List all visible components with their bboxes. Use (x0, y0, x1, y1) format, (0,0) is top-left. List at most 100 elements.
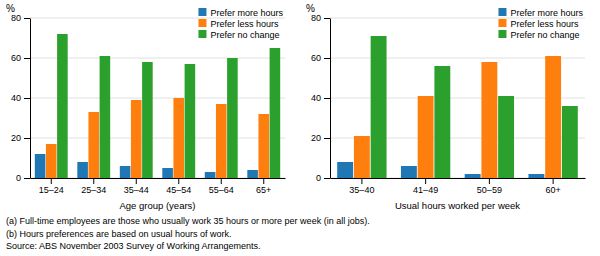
legend-label: Prefer more hours (510, 8, 583, 18)
x-axis-line (331, 178, 586, 179)
bar (465, 174, 481, 178)
bar (185, 64, 196, 178)
bar (371, 36, 387, 178)
bar (142, 62, 153, 178)
y-tick-mark (324, 138, 330, 139)
figure: 15–2425–3435–4445–5455–6465+020406080Age… (0, 0, 600, 256)
bar (562, 106, 578, 178)
bar (528, 174, 544, 178)
y-tick-label: 0 (316, 173, 321, 183)
y-tick: 80 (311, 13, 330, 23)
y-tick-label: 60 (11, 53, 21, 63)
bars (35, 34, 280, 178)
bar (57, 34, 68, 178)
legend-item: Prefer no change (498, 30, 579, 40)
legend-label: Prefer more hours (210, 8, 283, 18)
x-tick: 25–34 (81, 178, 106, 195)
grid-line (30, 58, 285, 59)
x-tick: 35–44 (124, 178, 149, 195)
legend-item: Prefer less hours (198, 19, 279, 29)
y-axis: 020406080 (311, 13, 331, 183)
legend-item: Prefer less hours (498, 19, 579, 29)
bar (270, 48, 281, 178)
x-tick: 55–64 (209, 178, 234, 195)
y-tick: 0 (16, 173, 30, 183)
legend-swatch (498, 30, 506, 38)
legend-swatch (198, 19, 206, 27)
legend-item: Prefer more hours (198, 8, 283, 18)
y-tick-mark (324, 98, 330, 99)
bar (35, 154, 46, 178)
x-tick-label: 15–24 (39, 185, 64, 195)
x-tick-mark (221, 178, 222, 184)
y-tick: 60 (311, 53, 330, 63)
note: (b) Hours preferences are based on usual… (6, 229, 232, 239)
x-tick-label: 45–54 (166, 185, 191, 195)
x-tick-mark (361, 178, 362, 184)
y-axis-title: % (306, 3, 315, 14)
legend-label: Prefer no change (510, 30, 579, 40)
y-tick: 20 (311, 133, 330, 143)
x-tick-mark (93, 178, 94, 184)
chart: 15–2425–3435–4445–5455–6465+020406080Age… (6, 3, 286, 211)
bar (227, 58, 238, 178)
x-tick-label: 35–40 (349, 185, 374, 195)
y-tick-label: 20 (11, 133, 21, 143)
x-tick-label: 60+ (545, 185, 560, 195)
bar (354, 136, 370, 178)
legend-swatch (198, 8, 206, 16)
bar-series (371, 36, 578, 178)
bar (337, 162, 353, 178)
y-tick-mark (324, 178, 330, 179)
x-axis: 15–24 25–34 35–44 45–54 55–64 65+ (31, 178, 286, 195)
y-tick: 80 (11, 13, 30, 23)
y-tick-label: 80 (11, 13, 21, 23)
legend-label: Prefer less hours (510, 19, 579, 29)
legend-item: Prefer no change (198, 30, 279, 40)
bar (434, 66, 450, 178)
x-tick: 35–40 (349, 178, 374, 195)
bar (401, 166, 417, 178)
y-tick-mark (324, 18, 330, 19)
bar (258, 114, 269, 178)
x-axis: 35–40 41–49 50–59 60+ (331, 178, 586, 195)
x-tick: 45–54 (166, 178, 191, 195)
legend-swatch (198, 30, 206, 38)
x-axis-line (31, 178, 286, 179)
legend-item: Prefer more hours (498, 8, 583, 18)
x-tick-mark (178, 178, 179, 184)
bar (46, 144, 57, 178)
bars (337, 36, 578, 178)
y-tick-label: 0 (16, 173, 21, 183)
x-tick: 60+ (545, 178, 560, 195)
y-axis-line (30, 19, 31, 179)
grid-line (30, 178, 285, 179)
y-tick-mark (324, 58, 330, 59)
bar (100, 56, 111, 178)
bar (173, 98, 184, 178)
x-tick-label: 55–64 (209, 185, 234, 195)
grid-line (30, 138, 285, 139)
y-tick-label: 60 (311, 53, 321, 63)
x-axis-title: Age group (years) (119, 200, 195, 211)
y-tick-mark (24, 98, 30, 99)
bar-series (57, 34, 280, 178)
bar (498, 96, 514, 178)
x-tick-label: 50–59 (477, 185, 502, 195)
x-tick: 41–49 (413, 178, 438, 195)
grid (30, 18, 285, 178)
y-axis-line (330, 19, 331, 179)
y-tick: 60 (11, 53, 30, 63)
note: Source: ABS November 2003 Survey of Work… (6, 241, 260, 251)
note: (a) Full-time employees are those who us… (6, 216, 370, 226)
legend-swatch (498, 8, 506, 16)
bar (216, 104, 227, 178)
bar (247, 170, 258, 178)
x-tick: 65+ (256, 178, 271, 195)
y-tick-mark (24, 58, 30, 59)
legend-label: Prefer no change (210, 30, 279, 40)
x-tick-mark (51, 178, 52, 184)
y-tick-mark (24, 18, 30, 19)
x-tick-label: 41–49 (413, 185, 438, 195)
legend: Prefer more hoursPrefer less hoursPrefer… (498, 8, 583, 40)
